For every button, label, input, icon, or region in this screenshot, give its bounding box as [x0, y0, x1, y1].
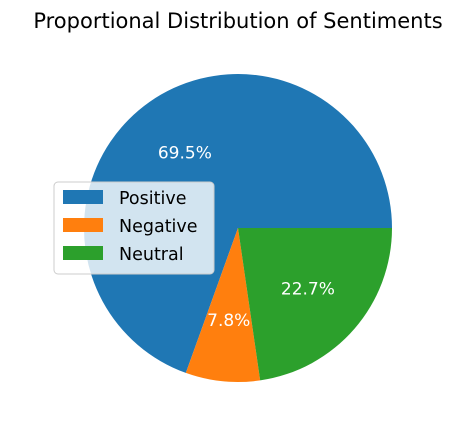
pie-slices [83, 74, 392, 382]
legend: Positive Negative Neutral [53, 181, 215, 275]
slice-label-positive: 69.5% [158, 143, 212, 163]
chart-title: Proportional Distribution of Sentiments [33, 9, 442, 33]
slice-label-negative: 7.8% [207, 311, 250, 331]
legend-label-neutral: Neutral [119, 245, 184, 265]
legend-label-negative: Negative [119, 217, 198, 237]
legend-label-positive: Positive [119, 189, 186, 209]
legend-swatch-negative [63, 218, 103, 232]
slice-label-neutral: 22.7% [281, 279, 335, 299]
pie-slice-neutral [238, 228, 392, 381]
percentage-labels: 69.5% 7.8% 22.7% [158, 143, 335, 331]
legend-swatch-neutral [63, 246, 103, 260]
pie-slice-negative [185, 228, 261, 382]
legend-swatch-positive [63, 190, 103, 204]
pie-slice-positive [83, 74, 392, 373]
